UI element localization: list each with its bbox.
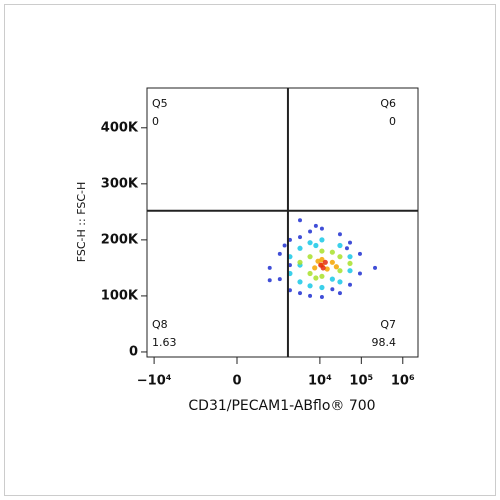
point <box>297 259 303 265</box>
point <box>319 295 324 300</box>
quadrant-value: 0 <box>389 115 396 128</box>
x-tick-label: 10⁶ <box>391 374 415 389</box>
point <box>337 242 343 249</box>
quadrant-name: Q8 <box>152 318 168 331</box>
point <box>307 283 313 289</box>
point <box>307 254 313 260</box>
point <box>348 282 353 287</box>
point <box>373 265 378 270</box>
y-tick-label: 300K <box>101 176 139 191</box>
point <box>330 287 335 292</box>
point <box>312 265 318 271</box>
point <box>297 279 303 285</box>
y-axis-title: FSC-H :: FSC-H <box>75 182 88 262</box>
point <box>282 243 287 248</box>
point <box>320 265 326 271</box>
point <box>337 279 343 285</box>
point <box>287 263 292 268</box>
y-tick-label: 400K <box>101 120 139 135</box>
point <box>298 235 303 240</box>
point <box>307 270 313 277</box>
point <box>337 291 342 296</box>
point <box>319 248 325 254</box>
point <box>357 271 362 276</box>
point <box>329 276 335 282</box>
quadrant-value: 0 <box>152 115 159 128</box>
x-tick-label: 10⁴ <box>308 374 332 389</box>
quadrant-name: Q5 <box>152 97 168 110</box>
point <box>319 226 324 231</box>
point <box>357 251 362 256</box>
point <box>322 259 328 265</box>
point <box>329 259 335 265</box>
point <box>267 278 272 283</box>
point <box>347 260 353 267</box>
quadrant-value: 1.63 <box>152 336 177 349</box>
y-tick-label: 0 <box>129 344 138 359</box>
point <box>298 218 303 223</box>
point <box>347 268 353 274</box>
point <box>313 275 319 281</box>
point <box>297 245 303 251</box>
point <box>267 265 272 270</box>
point <box>337 232 342 237</box>
y-tick-label: 200K <box>101 232 139 247</box>
point <box>307 240 313 246</box>
point <box>319 237 325 243</box>
point <box>313 242 319 249</box>
outer-frame <box>4 4 496 496</box>
point <box>319 273 325 279</box>
point <box>333 264 339 270</box>
point <box>287 288 292 293</box>
point <box>313 223 318 228</box>
x-tick-label: 0 <box>232 374 241 389</box>
point <box>344 246 349 251</box>
point-cloud <box>267 218 378 300</box>
point <box>315 258 321 264</box>
point <box>319 284 325 291</box>
x-tick-label: −10⁴ <box>137 374 172 389</box>
point <box>308 293 313 298</box>
plot-frame <box>146 87 419 358</box>
point <box>308 229 313 234</box>
point <box>287 237 292 242</box>
point <box>277 277 282 282</box>
point <box>324 266 330 272</box>
point <box>337 254 343 260</box>
point <box>298 291 303 296</box>
point <box>347 254 353 260</box>
x-axis-title: CD31/PECAM1-ABflo® 700 <box>188 398 375 414</box>
point <box>277 251 282 256</box>
y-tick-label: 100K <box>101 288 139 303</box>
quadrant-name: Q7 <box>380 318 396 331</box>
point <box>337 268 343 274</box>
quadrant-value: 98.4 <box>372 336 397 349</box>
x-tick-label: 10⁵ <box>349 374 373 389</box>
quadrant-name: Q6 <box>380 97 396 110</box>
point <box>348 240 353 245</box>
point <box>329 249 335 255</box>
